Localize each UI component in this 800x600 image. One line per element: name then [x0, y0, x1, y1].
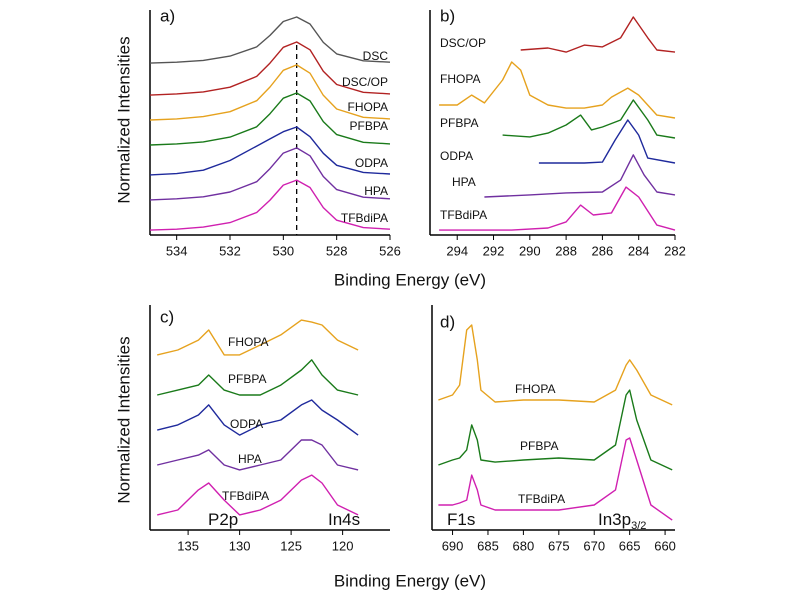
- x-tick-label: 660: [654, 538, 676, 553]
- x-axis-label: Binding Energy (eV): [334, 270, 486, 289]
- spectrum-line: [439, 186, 676, 231]
- spectrum-line: [538, 119, 676, 164]
- spectrum-line: [149, 64, 391, 121]
- spectrum-line: [157, 319, 359, 356]
- spectrum-line: [438, 389, 673, 471]
- annotation: P2p: [208, 510, 238, 529]
- panel-label: b): [440, 6, 455, 25]
- x-tick-label: 526: [379, 243, 401, 258]
- x-tick-label: 670: [583, 538, 605, 553]
- y-axis-label: Normalized Intensities: [114, 336, 133, 503]
- spectrum-line: [149, 16, 391, 64]
- series-label: PFBPA: [520, 439, 558, 453]
- series-label: DSC/OP: [342, 75, 388, 89]
- spectrum-line: [149, 126, 391, 176]
- series-label: PFBPA: [350, 119, 388, 133]
- panel-label: d): [440, 312, 455, 331]
- series-label: PFBPA: [440, 116, 478, 130]
- series-label: TFBdiPA: [341, 211, 388, 225]
- series-label: HPA: [238, 452, 262, 466]
- x-tick-label: 292: [483, 243, 505, 258]
- x-tick-label: 288: [555, 243, 577, 258]
- x-tick-label: 680: [513, 538, 535, 553]
- series-label: ODPA: [440, 149, 473, 163]
- spectrum-line: [157, 439, 359, 471]
- x-tick-label: 530: [272, 243, 294, 258]
- annotation-text: In3p: [598, 510, 631, 529]
- annotation-text: F1s: [447, 510, 475, 529]
- spectrum-line: [520, 16, 676, 53]
- panel-label: a): [160, 6, 175, 25]
- x-tick-label: 685: [477, 538, 499, 553]
- x-tick-label: 130: [229, 538, 251, 553]
- spectrum-line: [484, 154, 676, 198]
- y-axis-label: Normalized Intensities: [114, 36, 133, 203]
- x-tick-label: 282: [664, 243, 686, 258]
- x-tick-label: 135: [177, 538, 199, 553]
- series-label: DSC: [363, 49, 389, 63]
- x-tick-label: 675: [548, 538, 570, 553]
- series-label: ODPA: [230, 417, 263, 431]
- series-label: TFBdiPA: [222, 489, 269, 503]
- spectrum-line: [439, 61, 676, 119]
- x-tick-label: 294: [446, 243, 468, 258]
- x-tick-label: 125: [280, 538, 302, 553]
- spectrum-line: [438, 324, 673, 406]
- x-tick-label: 534: [166, 243, 188, 258]
- series-label: TFBdiPA: [518, 492, 565, 506]
- annotation-text: P2p: [208, 510, 238, 529]
- spectrum-line: [149, 179, 391, 231]
- series-label: HPA: [364, 184, 388, 198]
- spectrum-line: [149, 147, 391, 201]
- x-tick-label: 665: [619, 538, 641, 553]
- x-tick-label: 690: [442, 538, 464, 553]
- x-tick-label: 284: [628, 243, 650, 258]
- x-tick-label: 290: [519, 243, 541, 258]
- spectrum-line: [149, 41, 391, 96]
- series-label: TFBdiPA: [440, 208, 487, 222]
- series-label: FHOPA: [440, 72, 480, 86]
- spectrum-line: [149, 92, 391, 146]
- x-tick-label: 532: [219, 243, 241, 258]
- panel-label: c): [160, 307, 174, 326]
- annotation-subscript: 3/2: [631, 520, 646, 532]
- spectrum-line: [157, 474, 359, 516]
- series-label: FHOPA: [348, 100, 388, 114]
- x-tick-label: 286: [592, 243, 614, 258]
- annotation-text: In4s: [328, 510, 360, 529]
- series-label: DSC/OP: [440, 36, 486, 50]
- series-label: FHOPA: [228, 335, 268, 349]
- annotation: F1s: [447, 510, 475, 529]
- spectrum-line: [502, 99, 676, 139]
- x-tick-label: 120: [332, 538, 354, 553]
- series-label: HPA: [452, 175, 476, 189]
- x-axis-label: Binding Energy (eV): [334, 571, 486, 590]
- series-label: ODPA: [355, 156, 388, 170]
- spectrum-line: [157, 399, 359, 436]
- series-label: FHOPA: [515, 382, 555, 396]
- x-tick-label: 528: [326, 243, 348, 258]
- series-label: PFBPA: [228, 372, 266, 386]
- spectrum-line: [157, 359, 359, 396]
- annotation: In4s: [328, 510, 360, 529]
- spectrum-line: [438, 437, 673, 521]
- annotation: In3p3/2: [598, 510, 646, 531]
